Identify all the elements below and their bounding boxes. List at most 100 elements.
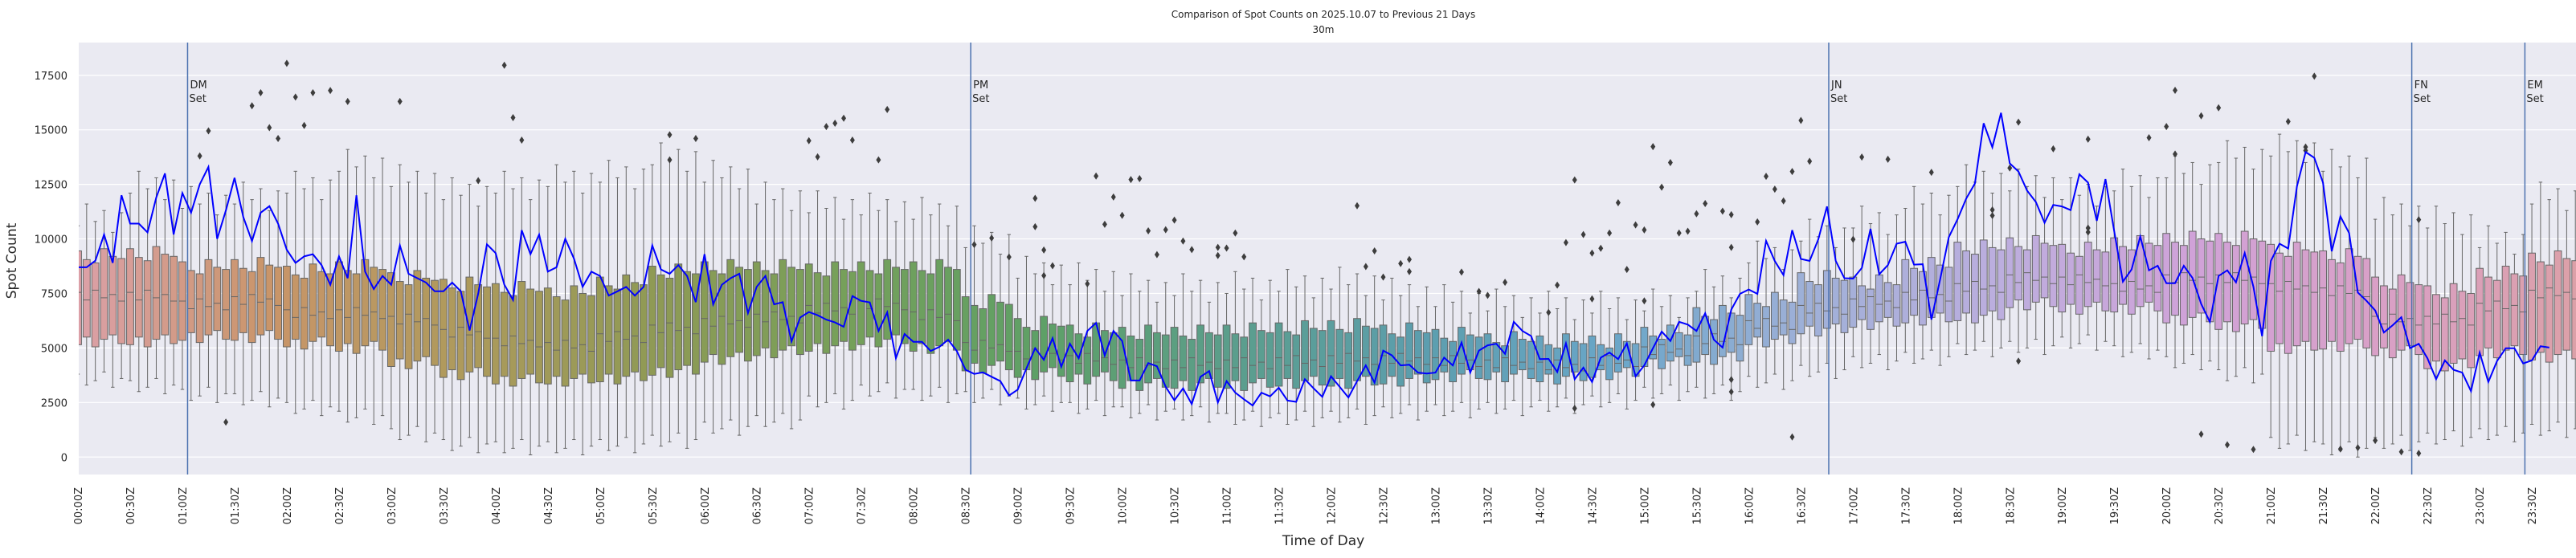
box-16 xyxy=(213,214,222,403)
box-iqr xyxy=(1301,320,1309,381)
box-46 xyxy=(474,206,483,454)
box-136 xyxy=(1257,299,1266,427)
box-iqr xyxy=(795,269,804,356)
box-iqr xyxy=(1858,285,1867,320)
box-iqr xyxy=(239,267,247,333)
box-iqr xyxy=(317,271,326,338)
outlier-diamond xyxy=(1006,253,1012,261)
box-iqr xyxy=(1779,299,1788,336)
box-123 xyxy=(1144,279,1152,405)
x-tick-label: 23:30Z xyxy=(2527,487,2539,524)
box-iqr xyxy=(822,275,831,354)
box-iqr xyxy=(752,261,761,356)
box-191 xyxy=(1736,277,1744,393)
box-135 xyxy=(1249,277,1257,412)
x-tick-label: 00:00Z xyxy=(73,487,85,524)
box-iqr xyxy=(1266,332,1274,388)
outlier-diamond xyxy=(1485,291,1490,299)
box-209 xyxy=(1892,214,1901,362)
outlier-diamond xyxy=(1085,280,1090,288)
y-tick-label: 7500 xyxy=(41,288,67,300)
y-tick-label: 15000 xyxy=(35,125,67,137)
box-267 xyxy=(2397,203,2406,436)
box-iqr xyxy=(1153,332,1161,379)
box-iqr xyxy=(1527,340,1535,379)
box-iqr xyxy=(683,271,692,366)
box-40 xyxy=(422,192,431,442)
outlier-diamond xyxy=(1241,253,1247,261)
box-210 xyxy=(1901,208,1910,353)
x-tick-label: 22:00Z xyxy=(2370,487,2382,524)
x-tick-label: 21:30Z xyxy=(2318,487,2330,524)
box-iqr xyxy=(2528,252,2536,360)
outlier-diamond xyxy=(1650,401,1656,409)
outlier-diamond xyxy=(2085,224,2091,232)
box-92 xyxy=(874,210,883,393)
set-line-label: EM xyxy=(2527,79,2542,92)
box-iqr xyxy=(543,287,552,385)
x-tick-label: 02:00Z xyxy=(282,487,294,524)
outlier-diamond xyxy=(1049,262,1055,270)
box-102 xyxy=(961,246,970,393)
outlier-diamond xyxy=(206,127,211,135)
box-iqr xyxy=(395,281,404,360)
box-63 xyxy=(622,166,631,438)
box-iqr xyxy=(692,273,700,375)
box-155 xyxy=(1422,286,1431,412)
box-284 xyxy=(2545,199,2554,432)
outlier-diamond xyxy=(1772,185,1777,193)
box-iqr xyxy=(222,269,231,340)
outlier-diamond xyxy=(276,135,281,143)
box-iqr xyxy=(2336,262,2345,352)
x-tick-label: 14:30Z xyxy=(1587,487,1599,524)
outlier-diamond xyxy=(1032,194,1038,202)
box-iqr xyxy=(1135,339,1144,391)
box-150 xyxy=(1379,299,1388,408)
box-iqr xyxy=(2388,288,2397,359)
box-iqr xyxy=(2240,230,2249,325)
outlier-diamond xyxy=(301,121,307,129)
box-273 xyxy=(2449,212,2458,432)
box-iqr xyxy=(82,259,91,338)
box-iqr xyxy=(1997,249,2006,320)
box-iqr xyxy=(595,276,604,383)
box-87 xyxy=(831,197,840,394)
outlier-diamond xyxy=(2312,72,2317,80)
outlier-diamond xyxy=(1728,243,1734,251)
box-iqr xyxy=(2249,238,2258,320)
box-144 xyxy=(1327,288,1335,412)
box-133 xyxy=(1231,271,1240,426)
box-254 xyxy=(2284,151,2292,445)
box-iqr xyxy=(2223,242,2231,323)
box-iqr xyxy=(848,271,857,351)
box-240 xyxy=(2162,177,2171,357)
box-33 xyxy=(361,155,370,409)
x-tick-label: 12:30Z xyxy=(1379,487,1391,524)
box-8 xyxy=(143,188,152,388)
box-iqr xyxy=(143,260,152,348)
outlier-diamond xyxy=(806,136,812,145)
box-iqr xyxy=(1588,335,1597,378)
x-tick-label: 03:30Z xyxy=(439,487,451,524)
box-194 xyxy=(1762,258,1770,384)
box-iqr xyxy=(2545,264,2554,363)
box-iqr xyxy=(1118,327,1126,389)
outlier-diamond xyxy=(1615,198,1621,206)
box-iqr xyxy=(1962,250,1971,314)
box-199 xyxy=(1805,218,1814,377)
box-iqr xyxy=(247,271,256,344)
outlier-diamond xyxy=(1102,220,1107,228)
outlier-diamond xyxy=(1781,197,1786,205)
box-iqr xyxy=(883,259,892,340)
box-iqr xyxy=(979,308,987,374)
box-219 xyxy=(1979,170,1988,342)
box-211 xyxy=(1910,185,1919,364)
box-iqr xyxy=(787,267,795,347)
box-iqr xyxy=(987,294,996,366)
box-iqr xyxy=(2006,237,2014,308)
box-iqr xyxy=(1422,332,1431,384)
box-162 xyxy=(1483,310,1492,403)
box-206 xyxy=(1867,223,1875,364)
box-115 xyxy=(1074,262,1083,414)
box-iqr xyxy=(1883,282,1892,318)
